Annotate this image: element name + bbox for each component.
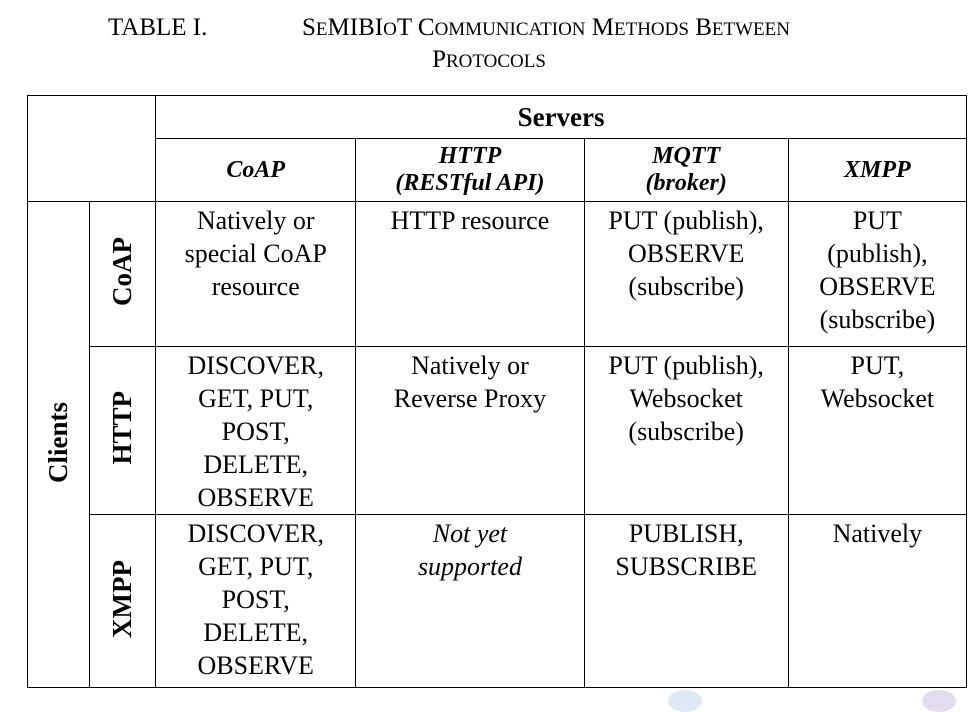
cell-text-line: Natively or	[411, 351, 529, 380]
cell-text-line: POST,	[221, 585, 290, 614]
servers-header: Servers	[155, 95, 967, 139]
cell-text-line: SUBSCRIBE	[615, 552, 757, 581]
client-protocol-label: XMPP	[107, 559, 138, 638]
table-cell: PUT (publish), OBSERVE (subscribe)	[583, 201, 789, 347]
caption-text-part: OMMUNICATION	[434, 19, 586, 40]
table-cell: Natively	[787, 514, 968, 688]
cell-text-line: POST,	[221, 417, 290, 446]
cell-text-line: Websocket	[820, 384, 935, 413]
table-row: Clients CoAP Natively or special CoAP resour…	[26, 201, 968, 688]
cell-text-line: PUT (publish),	[608, 206, 764, 235]
table-cell: PUT, Websocket	[787, 346, 968, 515]
table-row: XMPP DISCOVER, GET, PUT, POST, DELETE, OBSERV…	[28, 514, 968, 688]
caption-text-part: P	[432, 46, 446, 73]
cell-text-line: (subscribe)	[628, 417, 744, 446]
cell-text-line: Reverse Proxy	[393, 384, 547, 413]
client-protocol-cell: CoAP	[89, 201, 157, 347]
table-cell: Not yet supported	[355, 514, 585, 688]
caption-text-part: O	[383, 19, 397, 40]
table-body: Clients CoAP Natively or special CoAP resour…	[26, 201, 968, 688]
column-header-line: XMPP	[844, 156, 911, 183]
column-header-subline: (RESTful API)	[395, 170, 545, 196]
cell-text-line: (subscribe)	[628, 272, 744, 301]
caption-title-line1: SEMIBIOT COMMUNICATION METHODS BETWEEN	[302, 14, 790, 42]
cell-text-line: DISCOVER,	[187, 519, 324, 548]
clients-label-cell: Clients	[26, 201, 91, 688]
cell-text-line: Websocket	[629, 384, 743, 413]
server-column-headers: CoAP HTTP (RESTful API) MQTT (broker) XMPP	[28, 138, 968, 202]
column-header-line: MQTT	[652, 143, 721, 169]
cell-text-line: DELETE,	[203, 450, 309, 479]
cell-text-line: OBSERVE	[197, 651, 314, 680]
caption-text-part: ETWEEN	[711, 19, 790, 40]
cell-text-line: DISCOVER,	[187, 351, 324, 380]
cell-text-line: GET, PUT,	[198, 552, 314, 581]
cell-text-line: Natively or	[196, 206, 315, 235]
cell-text-line: Not yet	[432, 519, 508, 548]
cell-text-line: OBSERVE	[197, 483, 314, 512]
table-caption: TABLE I. SEMIBIOT COMMUNICATION METHODS …	[0, 14, 978, 73]
client-protocol-cell: HTTP	[89, 346, 157, 515]
cell-text-line: HTTP resource	[390, 206, 550, 235]
caption-text-part: B	[688, 14, 712, 41]
server-column-header: XMPP	[787, 138, 968, 202]
cell-text-line: supported	[417, 552, 522, 581]
clients-label: Clients	[43, 401, 74, 483]
cell-text-line: PUT (publish),	[608, 351, 764, 380]
caption-text-part: S	[302, 14, 316, 41]
cell-text-line: GET, PUT,	[198, 384, 314, 413]
server-column-header: CoAP	[155, 138, 357, 202]
table-cell: Natively or special CoAP resource	[155, 201, 357, 347]
cell-text-line: PUT	[852, 206, 902, 235]
cell-text-line: DELETE,	[203, 618, 309, 647]
column-header-line: HTTP	[438, 143, 502, 169]
caption-text-part: E	[315, 19, 328, 40]
caption-label: TABLE I.	[108, 14, 208, 41]
cell-text-line: OBSERVE	[819, 272, 936, 301]
table-cell: DISCOVER, GET, PUT, POST, DELETE, OBSERVE	[155, 514, 357, 688]
table-cell: PUBLISH, SUBSCRIBE	[583, 514, 789, 688]
table-cell: DISCOVER, GET, PUT, POST, DELETE, OBSERVE	[155, 346, 357, 515]
client-protocol-label: CoAP	[107, 237, 138, 306]
table-cell: HTTP resource	[355, 201, 585, 347]
cell-text-line: special CoAP	[184, 239, 327, 268]
caption-text-part: MIBI	[327, 14, 384, 41]
caption-text-part: M	[585, 14, 614, 41]
server-column-header: MQTT (broker)	[583, 138, 789, 202]
cell-text-line: (subscribe)	[819, 305, 936, 334]
table-row: HTTP DISCOVER, GET, PUT, POST, DELETE, OBSERV…	[28, 346, 968, 515]
caption-text-part: ROTOCOLS	[445, 51, 546, 72]
column-header-subline: (broker)	[645, 170, 727, 196]
cell-text-line: resource	[211, 272, 300, 301]
caption-text-part: ETHODS	[614, 19, 689, 40]
cell-text-line: PUBLISH,	[628, 519, 744, 548]
caption-text-part: T C	[396, 14, 435, 41]
table-cell: Natively or Reverse Proxy	[355, 346, 585, 515]
caption-title-line2: PROTOCOLS	[0, 46, 978, 74]
client-protocol-label: HTTP	[107, 391, 138, 465]
table-corner-cell	[26, 95, 157, 202]
protocol-methods-table: Servers CoAP HTTP (RESTful API) MQTT (broker…	[26, 95, 968, 688]
column-header-line: CoAP	[226, 156, 286, 183]
decorative-blob	[922, 690, 956, 712]
cell-text-line: PUT,	[850, 351, 905, 380]
cell-text-line: (publish),	[827, 239, 928, 268]
table-cell: PUT (publish), OBSERVE (subscribe)	[787, 201, 968, 347]
server-column-header: HTTP (RESTful API)	[355, 138, 585, 202]
cell-text-line: OBSERVE	[627, 239, 745, 268]
client-protocol-cell: XMPP	[89, 514, 157, 688]
table-cell: PUT (publish), Websocket (subscribe)	[583, 346, 789, 515]
decorative-blob	[668, 690, 702, 712]
cell-text-line: Natively	[832, 519, 923, 548]
